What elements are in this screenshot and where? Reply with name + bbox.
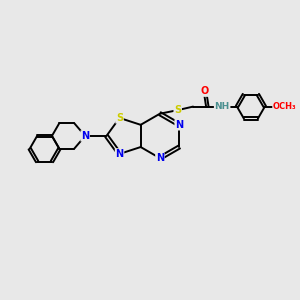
Text: N: N [175,120,183,130]
Text: S: S [116,113,123,123]
Text: S: S [174,105,181,115]
Text: NH: NH [214,102,230,111]
Text: OCH₃: OCH₃ [273,102,296,111]
Text: N: N [156,153,164,163]
Text: N: N [116,149,124,159]
Text: N: N [81,131,89,141]
Text: O: O [201,86,209,96]
